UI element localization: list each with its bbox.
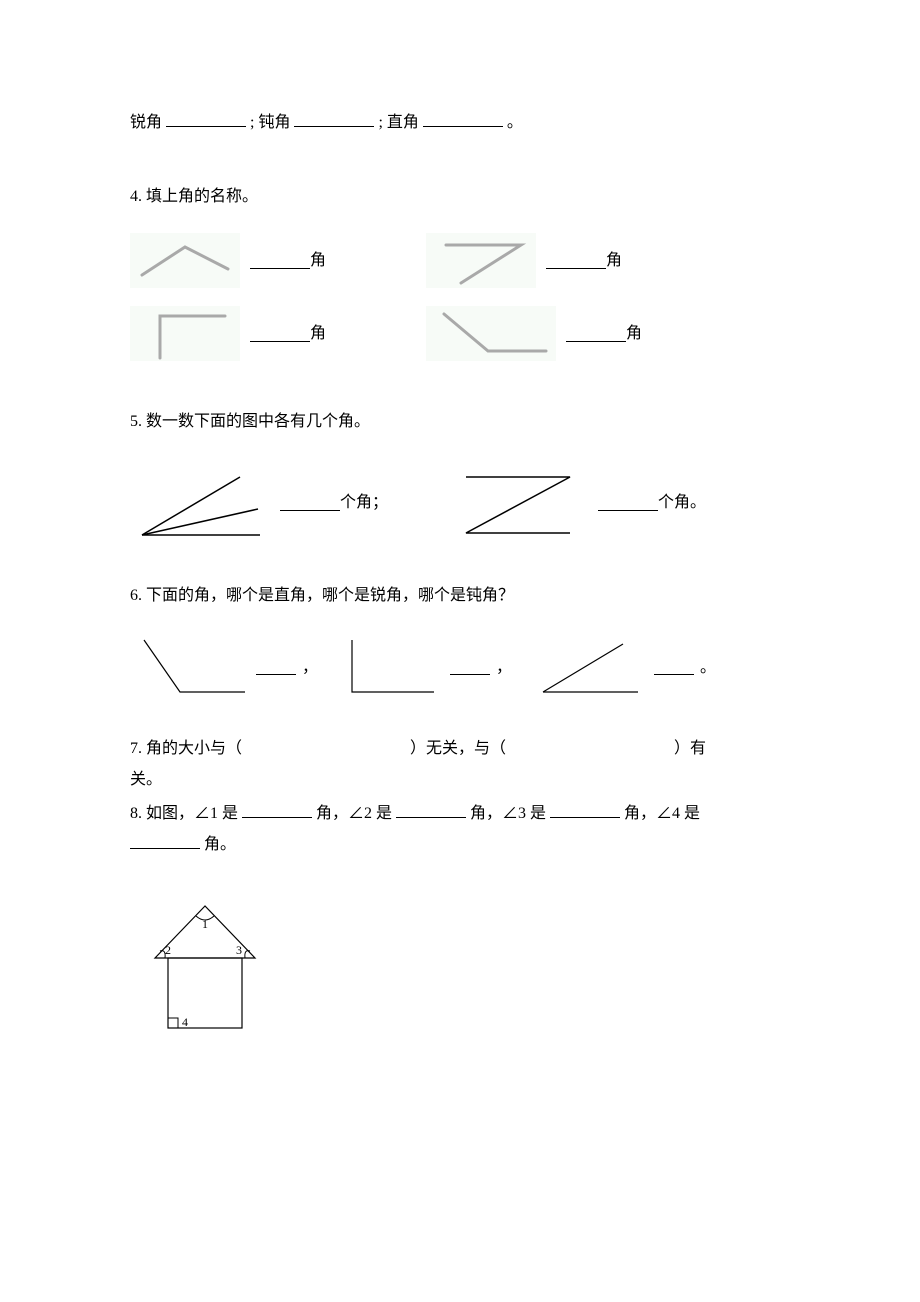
q4-row1: 角 角 (130, 233, 790, 288)
q4-blank-b[interactable] (546, 253, 606, 269)
q6-shape-c (528, 632, 648, 702)
q3-tail-line: 锐角 ; 钝角 ; 直角 。 (130, 110, 790, 136)
q8-blank-1[interactable] (242, 802, 312, 818)
blank-acute[interactable] (166, 111, 246, 127)
q6-blank-a[interactable] (256, 659, 296, 675)
q7-b: ）无关，与（ (410, 740, 506, 757)
q4-suffix-a: 角 (310, 248, 326, 274)
q7-line: 7. 角的大小与（ ）无关，与（ ）有 关。 (130, 734, 790, 795)
q5-blank-a-wrap: 个角； (280, 490, 388, 516)
q8-c: 角，∠3 是 (470, 805, 546, 822)
q6-row: ， ， 。 (130, 632, 790, 702)
q8-a: 8. 如图，∠1 是 (130, 805, 238, 822)
q5-suffix-a: 个角； (340, 490, 388, 516)
q4-blank-a-wrap: 角 (250, 248, 326, 274)
q5-heading: 5. 数一数下面的图中各有几个角。 (130, 409, 790, 435)
q6-blank-c[interactable] (654, 659, 694, 675)
q8-label-3: 3 (236, 943, 242, 957)
q4-blank-c-wrap: 角 (250, 321, 326, 347)
q4-blank-b-wrap: 角 (546, 248, 622, 274)
q4-suffix-b: 角 (606, 248, 622, 274)
q5-row: 个角； 个角。 (130, 463, 790, 543)
q5-blank-b[interactable] (598, 495, 658, 511)
q4-blank-a[interactable] (250, 253, 310, 269)
q6-sep3: 。 (700, 655, 716, 681)
q5-blank-a[interactable] (280, 495, 340, 511)
q8-figure: 1 2 3 4 (130, 888, 280, 1038)
q8-blank-2[interactable] (396, 802, 466, 818)
q4-suffix-d: 角 (626, 321, 642, 347)
blank-right[interactable] (423, 111, 503, 127)
q7-a: 7. 角的大小与（ (130, 740, 242, 757)
q8-blank-4[interactable] (130, 833, 200, 849)
right-label: ; 直角 (378, 114, 418, 131)
q8-e: 角。 (204, 836, 236, 853)
q4-shape-a (130, 233, 240, 288)
q7-d: 关。 (130, 771, 162, 788)
q6-sep1: ， (302, 655, 318, 681)
q4-blank-d-wrap: 角 (566, 321, 642, 347)
obtuse-label: ; 钝角 (250, 114, 290, 131)
q4-row2: 角 角 (130, 306, 790, 361)
q4-heading: 4. 填上角的名称。 (130, 184, 790, 210)
q8-label-4: 4 (182, 1015, 188, 1029)
q5-shape-a (130, 463, 270, 543)
q6-shape-b (334, 632, 444, 702)
q7-c: ）有 (674, 740, 706, 757)
q4-blank-d[interactable] (566, 326, 626, 342)
q6-heading: 6. 下面的角，哪个是直角，哪个是锐角，哪个是钝角？ (130, 583, 790, 609)
q4-shape-d (426, 306, 556, 361)
q6-blank-b[interactable] (450, 659, 490, 675)
q8-blank-3[interactable] (550, 802, 620, 818)
q4-shape-c (130, 306, 240, 361)
blank-obtuse[interactable] (294, 111, 374, 127)
q5-suffix-b: 个角。 (658, 490, 706, 516)
q6-sep2: ， (496, 655, 512, 681)
q5-shape-b (448, 463, 588, 543)
q8-label-2: 2 (165, 943, 171, 957)
period: 。 (507, 114, 523, 131)
q5-blank-b-wrap: 个角。 (598, 490, 706, 516)
q8-d: 角，∠4 是 (624, 805, 700, 822)
q4-shape-b (426, 233, 536, 288)
q4-blank-c[interactable] (250, 326, 310, 342)
q8-b: 角，∠2 是 (316, 805, 392, 822)
q8-label-1: 1 (202, 917, 208, 931)
q6-shape-a (130, 632, 250, 702)
acute-label: 锐角 (130, 114, 162, 131)
q8-line: 8. 如图，∠1 是 角，∠2 是 角，∠3 是 角，∠4 是 角。 (130, 799, 790, 860)
q4-suffix-c: 角 (310, 321, 326, 347)
